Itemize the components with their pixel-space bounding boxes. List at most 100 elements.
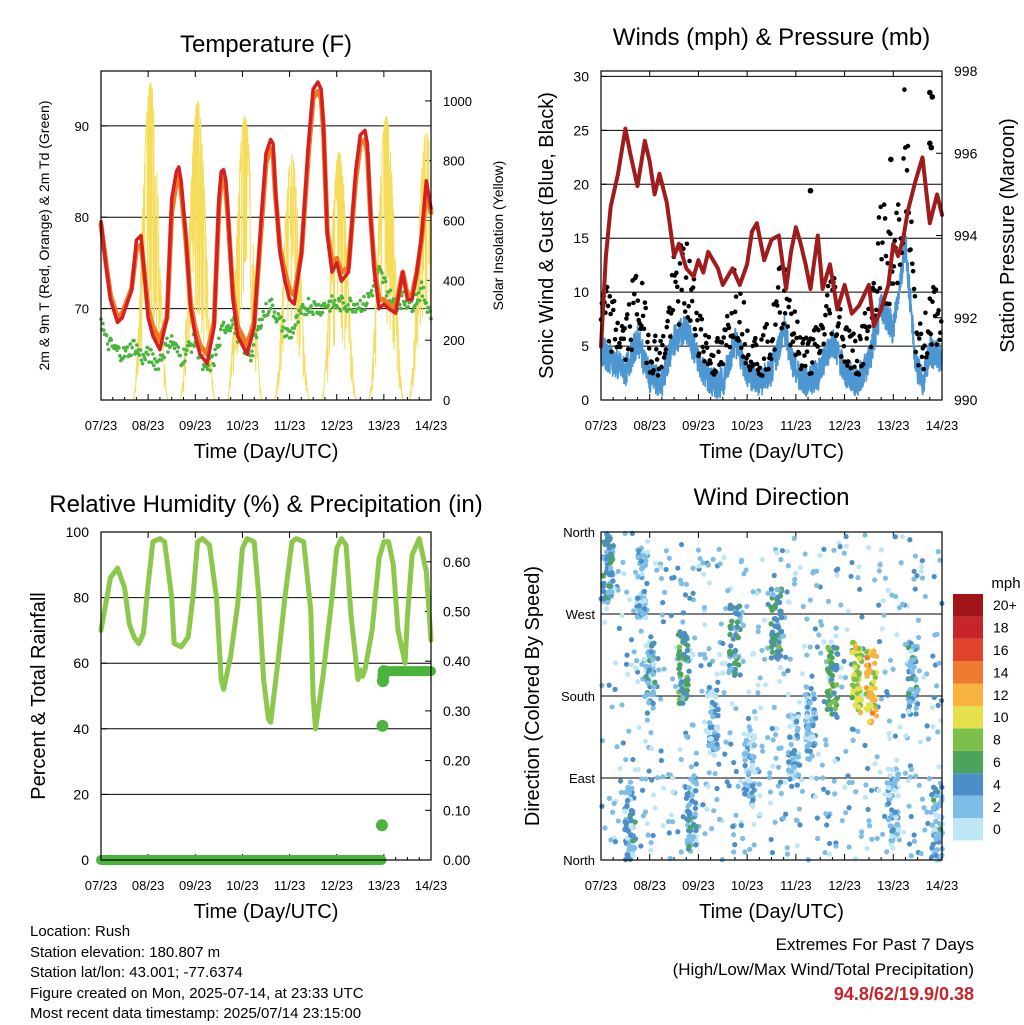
- direction-point: [890, 666, 896, 672]
- gust-point: [917, 321, 923, 326]
- gust-point: [815, 344, 820, 349]
- direction-point: [646, 667, 652, 673]
- direction-point: [628, 832, 634, 838]
- direction-point: [880, 598, 886, 604]
- direction-point: [937, 557, 943, 563]
- direction-point: [624, 797, 631, 804]
- precip-point: [375, 819, 388, 832]
- direction-point: [620, 740, 626, 746]
- y-tick-label: 80: [73, 590, 89, 606]
- direction-point: [601, 580, 607, 587]
- direction-point: [853, 789, 859, 795]
- direction-point: [933, 683, 940, 689]
- dewpoint-point: [261, 309, 265, 314]
- direction-point: [686, 668, 692, 674]
- direction-point: [898, 560, 904, 566]
- direction-point: [625, 671, 631, 677]
- gust-point: [663, 347, 669, 352]
- dewpoint-point: [350, 309, 355, 314]
- direction-point: [716, 816, 723, 822]
- direction-point: [896, 605, 903, 611]
- direction-point: [850, 726, 856, 733]
- direction-point: [607, 565, 614, 571]
- direction-point: [862, 794, 869, 800]
- direction-point: [751, 709, 758, 715]
- direction-point: [886, 780, 892, 786]
- direction-point: [733, 705, 739, 712]
- direction-point: [728, 643, 734, 649]
- direction-point: [758, 705, 764, 711]
- gust-point: [660, 342, 665, 348]
- y-axis-label: Percent & Total Rainfall: [28, 592, 50, 800]
- dewpoint-point: [427, 306, 431, 310]
- x-tick-label: 09/23: [682, 878, 715, 893]
- y2-tick-label: 990: [954, 392, 978, 408]
- direction-point: [636, 725, 642, 731]
- direction-point: [692, 800, 699, 806]
- dewpoint-point: [217, 336, 221, 341]
- direction-point: [832, 791, 838, 797]
- direction-point: [887, 657, 894, 663]
- direction-point: [851, 671, 857, 678]
- dewpoint-point: [178, 353, 182, 358]
- direction-point: [690, 565, 696, 571]
- gust-point: [765, 339, 770, 344]
- direction-point: [680, 688, 686, 695]
- direction-point: [821, 698, 827, 705]
- gust-point: [655, 373, 661, 378]
- direction-point: [922, 827, 928, 833]
- gust-point: [646, 346, 652, 351]
- direction-point: [926, 776, 932, 782]
- direction-point: [882, 575, 889, 581]
- direction-point: [869, 652, 875, 658]
- direction-point: [631, 608, 637, 614]
- x-axis-label: Time (Day/UTC): [699, 901, 844, 923]
- direction-point: [932, 826, 938, 833]
- direction-point: [620, 559, 626, 565]
- direction-point: [691, 773, 697, 779]
- direction-point: [648, 745, 655, 752]
- direction-point: [768, 655, 775, 661]
- direction-point: [738, 778, 744, 784]
- y2-tick-label: 992: [954, 310, 978, 326]
- dewpoint-point: [176, 345, 181, 350]
- gust-point: [809, 370, 814, 376]
- direction-point: [745, 770, 752, 776]
- gust-point: [639, 323, 644, 328]
- direction-point: [710, 658, 716, 664]
- direction-point: [778, 556, 784, 563]
- gust-point: [840, 336, 846, 342]
- dewpoint-point: [147, 360, 151, 364]
- direction-point: [642, 562, 649, 568]
- dewpoint-point: [417, 298, 422, 303]
- dewpoint-point: [133, 352, 137, 356]
- gust-point: [785, 324, 791, 329]
- direction-point: [765, 734, 771, 741]
- direction-point: [606, 682, 612, 688]
- direction-point: [833, 567, 839, 573]
- colorbar-swatch: [953, 750, 983, 774]
- direction-point: [634, 595, 641, 601]
- direction-point: [698, 663, 704, 669]
- direction-point: [811, 710, 817, 716]
- direction-point: [813, 775, 820, 781]
- direction-point: [873, 653, 880, 659]
- direction-point: [892, 787, 898, 794]
- direction-point: [936, 764, 942, 770]
- gust-point: [797, 335, 803, 340]
- direction-point: [633, 665, 639, 671]
- direction-point: [892, 776, 898, 783]
- direction-point: [609, 553, 615, 559]
- direction-point: [895, 771, 902, 778]
- direction-point: [749, 762, 756, 769]
- direction-point: [894, 757, 900, 763]
- direction-point: [680, 700, 686, 706]
- colorbar-label: 2: [993, 799, 1001, 815]
- gust-point: [883, 253, 889, 259]
- direction-point: [660, 619, 666, 625]
- direction-point: [792, 576, 798, 582]
- direction-point: [646, 700, 652, 706]
- direction-point: [879, 831, 886, 837]
- extremes-subtitle: (High/Low/Max Wind/Total Precipitation): [672, 960, 974, 979]
- direction-point: [786, 759, 792, 765]
